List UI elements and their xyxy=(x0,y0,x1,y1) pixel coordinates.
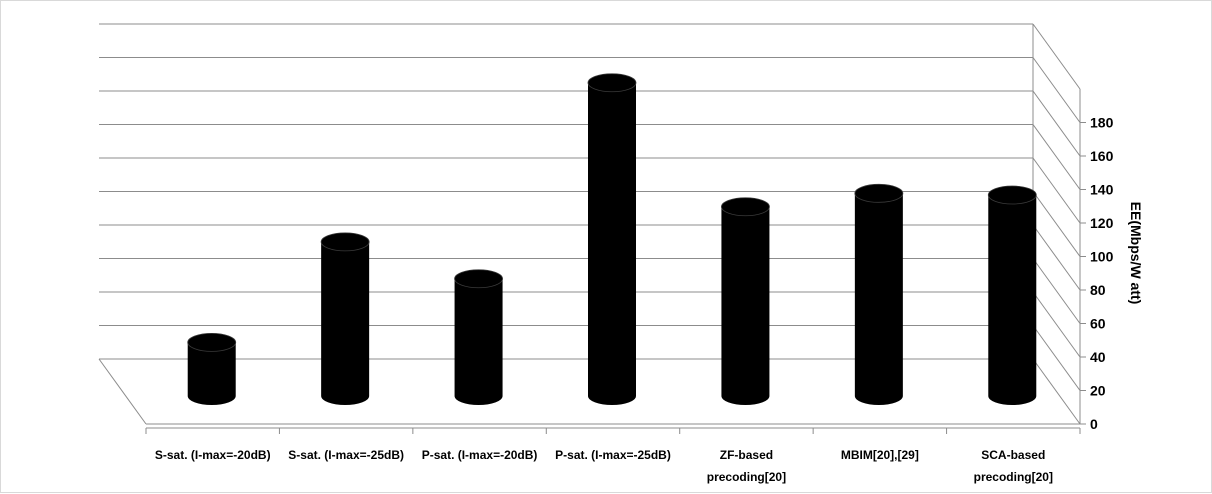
bar-body xyxy=(187,342,236,405)
bar-top xyxy=(587,73,637,93)
x-category-label: S-sat. (I-max=-25dB) xyxy=(288,448,404,462)
y-tick-label: 140 xyxy=(1090,182,1114,198)
bar-top xyxy=(187,332,237,352)
y-tick-label: 80 xyxy=(1090,282,1106,298)
gridline-side xyxy=(1032,157,1081,224)
x-category-label: ZF-based xyxy=(720,448,773,462)
bar-body xyxy=(988,195,1037,406)
bar-body xyxy=(588,82,636,406)
bar-body xyxy=(721,206,770,405)
x-category-label: precoding[20] xyxy=(707,470,786,484)
bar-top xyxy=(320,232,370,252)
y-axis-title: EE(Mbps/W att) xyxy=(1128,202,1144,305)
y-tick-label: 180 xyxy=(1090,115,1114,131)
gridline-side xyxy=(1032,124,1081,190)
x-category-label: SCA-based xyxy=(981,448,1045,462)
bar-top xyxy=(721,197,770,217)
y-tick-label: 20 xyxy=(1090,383,1106,399)
y-tick-label: 120 xyxy=(1090,215,1114,231)
x-category-label: P-sat. (I-max=-20dB) xyxy=(422,448,538,462)
x-category-label: P-sat. (I-max=-25dB) xyxy=(555,448,671,462)
gridline-side xyxy=(1032,358,1081,425)
bar-top xyxy=(454,269,503,289)
y-tick-label: 0 xyxy=(1090,416,1098,432)
y-tick-label: 100 xyxy=(1090,249,1114,265)
y-tick-label: 160 xyxy=(1090,148,1114,164)
y-tick-label: 40 xyxy=(1090,349,1106,365)
bar-top xyxy=(854,183,904,203)
gridline-side xyxy=(1032,23,1081,90)
x-category-label: MBIM[20],[29] xyxy=(841,448,919,462)
gridline-side xyxy=(1032,291,1081,358)
bar-top xyxy=(987,185,1037,205)
axes: 0 20 40 60 80 100 120 140 160 180 xyxy=(145,89,1114,434)
gridline-side xyxy=(1032,258,1081,324)
bar-body xyxy=(854,193,903,405)
gridline-side xyxy=(1032,224,1081,291)
x-category-label: precoding[20] xyxy=(974,470,1053,484)
x-category-label: S-sat. (I-max=-20dB) xyxy=(155,448,271,462)
bar-body xyxy=(321,241,370,405)
gridline-side xyxy=(1032,325,1081,391)
gridline-side xyxy=(1032,90,1081,157)
bars xyxy=(187,73,1037,406)
floor-left-edge xyxy=(98,358,147,425)
bar-body xyxy=(454,278,503,405)
gridline-side xyxy=(1032,191,1081,257)
gridline-side xyxy=(1032,57,1081,123)
y-tick-label: 60 xyxy=(1090,316,1106,332)
labels: S-sat. (I-max=-20dB) S-sat. (I-max=-25dB)… xyxy=(155,448,1053,484)
